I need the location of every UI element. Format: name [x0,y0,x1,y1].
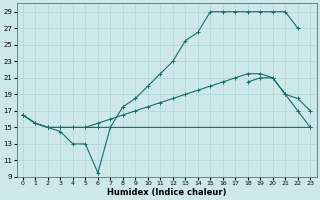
X-axis label: Humidex (Indice chaleur): Humidex (Indice chaleur) [107,188,226,197]
